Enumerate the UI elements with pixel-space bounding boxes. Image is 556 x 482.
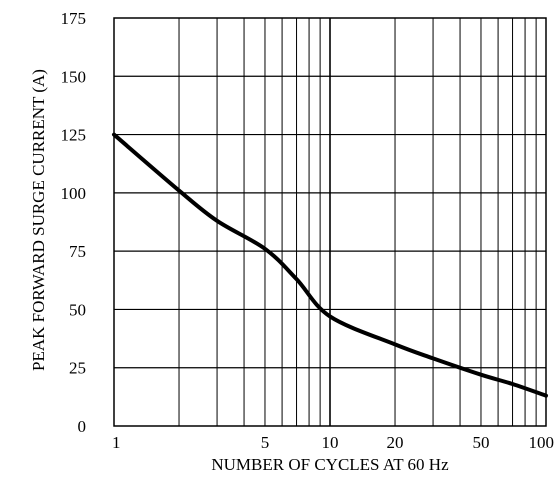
y-tick-label: 150 bbox=[61, 67, 87, 86]
y-tick-label: 75 bbox=[69, 242, 86, 261]
y-tick-label: 25 bbox=[69, 359, 86, 378]
x-tick-label: 20 bbox=[387, 433, 404, 452]
x-tick-label: 5 bbox=[261, 433, 270, 452]
series-line bbox=[112, 132, 548, 398]
x-tick-labels: 1 5 10 20 50 100 bbox=[112, 433, 554, 452]
y-tick-label: 125 bbox=[61, 126, 87, 145]
x-tick-label: 50 bbox=[472, 433, 489, 452]
y-tick-label: 175 bbox=[61, 9, 87, 28]
y-tick-label: 0 bbox=[78, 417, 87, 436]
y-tick-labels: 0 25 50 75 100 125 150 175 bbox=[61, 9, 87, 436]
y-axis-title: PEAK FORWARD SURGE CURRENT (A) bbox=[29, 69, 48, 371]
y-tick-label: 50 bbox=[69, 300, 86, 319]
x-axis-title: NUMBER OF CYCLES AT 60 Hz bbox=[211, 455, 449, 474]
plot-frame bbox=[113, 17, 547, 427]
x-tick-label: 1 bbox=[112, 433, 121, 452]
grid-lines bbox=[114, 18, 546, 426]
x-tick-label: 100 bbox=[529, 433, 555, 452]
y-tick-label: 100 bbox=[61, 184, 87, 203]
x-tick-label: 10 bbox=[322, 433, 339, 452]
